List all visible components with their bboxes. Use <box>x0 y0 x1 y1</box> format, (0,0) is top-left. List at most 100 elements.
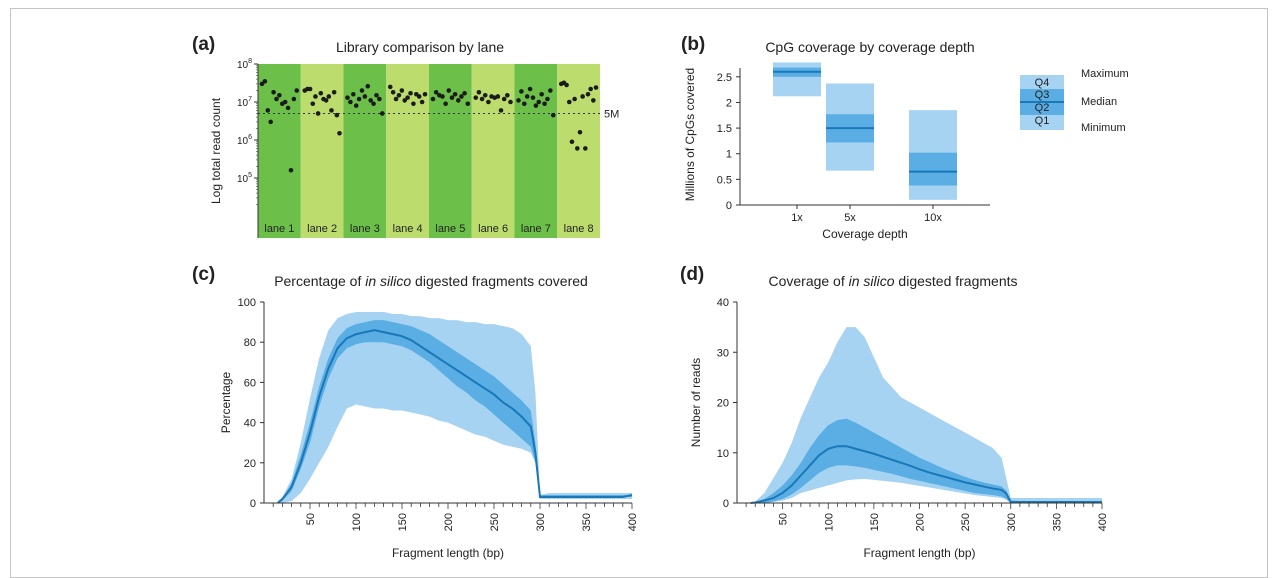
data-point <box>440 94 445 99</box>
data-point <box>588 86 593 92</box>
data-point <box>479 96 485 102</box>
data-point <box>315 111 321 116</box>
band-outer <box>277 312 632 503</box>
data-point <box>371 101 376 107</box>
x-tick-label: 1x <box>791 212 803 224</box>
data-point <box>566 99 572 105</box>
data-point <box>419 99 425 105</box>
lane-label: lane 6 <box>478 223 508 235</box>
x-tick-label: 200 <box>443 513 455 531</box>
box-iqr <box>909 152 957 186</box>
data-point <box>455 98 461 103</box>
lane-label: lane 1 <box>264 223 294 235</box>
data-point <box>329 108 334 113</box>
data-point <box>430 96 436 102</box>
y-axis-title: Log total read count <box>209 97 223 204</box>
data-point <box>337 131 342 136</box>
data-point <box>585 91 591 97</box>
data-point <box>368 98 373 103</box>
x-tick-label: 250 <box>489 513 501 531</box>
data-point <box>353 103 359 108</box>
x-axis-title: Fragment length (bp) <box>863 546 975 560</box>
data-point <box>271 89 276 95</box>
x-tick-label: 150 <box>397 513 409 531</box>
data-point <box>572 96 577 102</box>
y-tick-label: 20 <box>717 398 729 410</box>
data-point <box>365 83 371 89</box>
y-tick-label: 40 <box>244 418 256 430</box>
band-inner <box>750 418 1102 503</box>
data-point <box>331 89 337 95</box>
data-point <box>285 105 291 111</box>
panel-label: (d) <box>680 264 704 285</box>
data-point <box>443 101 448 107</box>
chart-title: Library comparison by lane <box>336 39 504 55</box>
y-tick-label: 40 <box>717 297 729 309</box>
y-tick-label: 20 <box>244 458 256 470</box>
data-point <box>516 98 521 103</box>
data-point <box>307 86 313 92</box>
data-point <box>374 93 379 98</box>
y-tick-label: 60 <box>244 377 256 389</box>
y-tick-label: 10 <box>717 448 729 460</box>
y-tick-label: 80 <box>244 337 256 349</box>
data-point <box>348 99 353 105</box>
x-axis-title: Coverage depth <box>822 227 907 241</box>
data-point <box>564 82 569 88</box>
data-point <box>486 99 491 105</box>
data-point <box>498 108 504 113</box>
legend-quartile-label: Q1 <box>1035 115 1050 127</box>
lane-label: lane 4 <box>393 223 423 235</box>
median-line <box>277 329 633 504</box>
data-point <box>433 89 439 95</box>
chart-title: CpG coverage by coverage depth <box>765 39 974 55</box>
data-point <box>574 146 580 151</box>
data-point <box>359 88 365 93</box>
data-point <box>277 93 282 98</box>
x-tick-label: 400 <box>627 513 639 531</box>
data-point <box>591 98 596 103</box>
data-point <box>482 93 488 98</box>
data-point <box>350 91 356 97</box>
x-tick-label: 150 <box>869 513 881 531</box>
x-tick-label: 300 <box>535 513 547 531</box>
y-tick-label: 107 <box>237 96 252 109</box>
y-tick-label: 1.5 <box>717 123 732 135</box>
x-tick-label: 50 <box>778 513 790 525</box>
data-point <box>542 101 547 107</box>
data-point <box>593 85 599 90</box>
panel-b: (b) CpG coverage by coverage depth 0 0.5 1 1.… <box>681 34 1129 241</box>
data-point <box>524 94 530 99</box>
data-point <box>390 89 396 95</box>
data-point <box>310 101 316 107</box>
data-point <box>539 91 544 97</box>
x-tick-label: 400 <box>1097 513 1109 531</box>
y-tick-label: 2 <box>726 97 732 109</box>
data-point <box>569 139 575 145</box>
lane-label: lane 8 <box>564 223 594 235</box>
y-tick-label: 30 <box>717 347 729 359</box>
lane-label: lane 7 <box>521 223 551 235</box>
data-point <box>536 99 542 105</box>
panel-label: (c) <box>192 264 215 285</box>
x-tick-label: 350 <box>581 513 593 531</box>
panel-label: (a) <box>192 34 215 55</box>
y-tick-label: 105 <box>237 172 252 185</box>
data-point <box>396 93 402 98</box>
data-point <box>318 90 324 96</box>
y-tick-label: 0 <box>250 498 256 510</box>
legend-label: Maximum <box>1081 68 1129 80</box>
data-point <box>377 96 382 102</box>
data-point <box>446 88 452 93</box>
x-tick-label: 10x <box>924 212 942 224</box>
y-tick-label: 0 <box>723 498 729 510</box>
data-point <box>399 88 405 93</box>
lane-label: lane 5 <box>435 223 465 235</box>
y-tick-label: 108 <box>237 58 252 71</box>
legend-label: Minimum <box>1081 122 1126 134</box>
lane-label: lane 3 <box>350 223 380 235</box>
figure-frame <box>10 8 1268 578</box>
reference-label: 5M <box>604 108 619 120</box>
data-point <box>288 167 294 173</box>
data-point <box>462 90 467 96</box>
